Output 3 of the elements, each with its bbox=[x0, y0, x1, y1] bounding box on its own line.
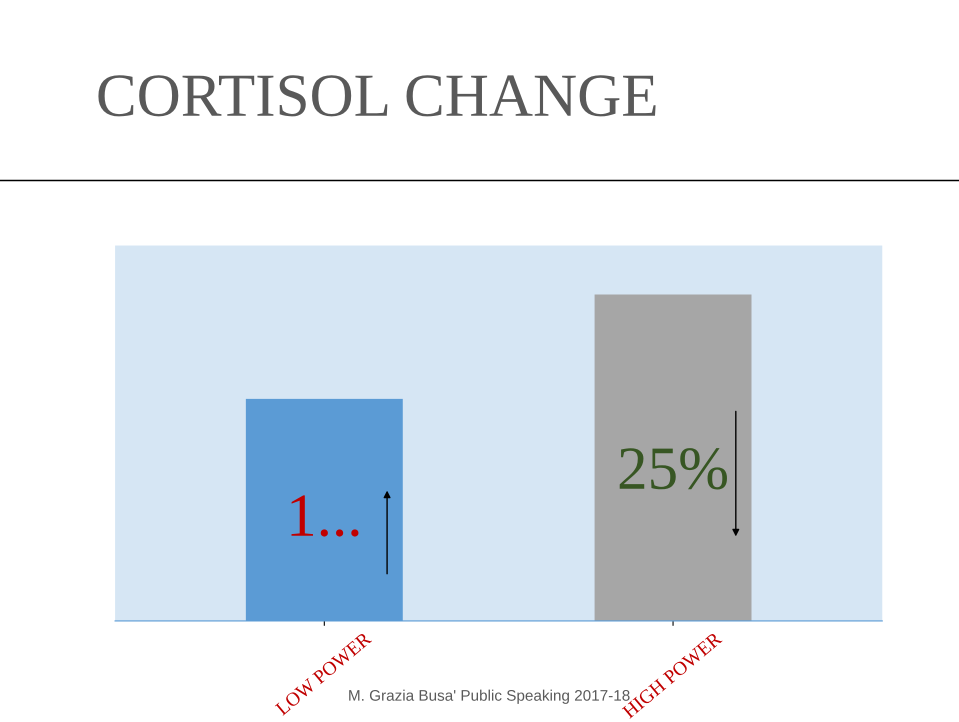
data-label: 1... bbox=[292, 495, 358, 537]
data-label: 25% bbox=[620, 448, 727, 490]
chart-title: CORTISOL CHANGE bbox=[98, 75, 656, 116]
